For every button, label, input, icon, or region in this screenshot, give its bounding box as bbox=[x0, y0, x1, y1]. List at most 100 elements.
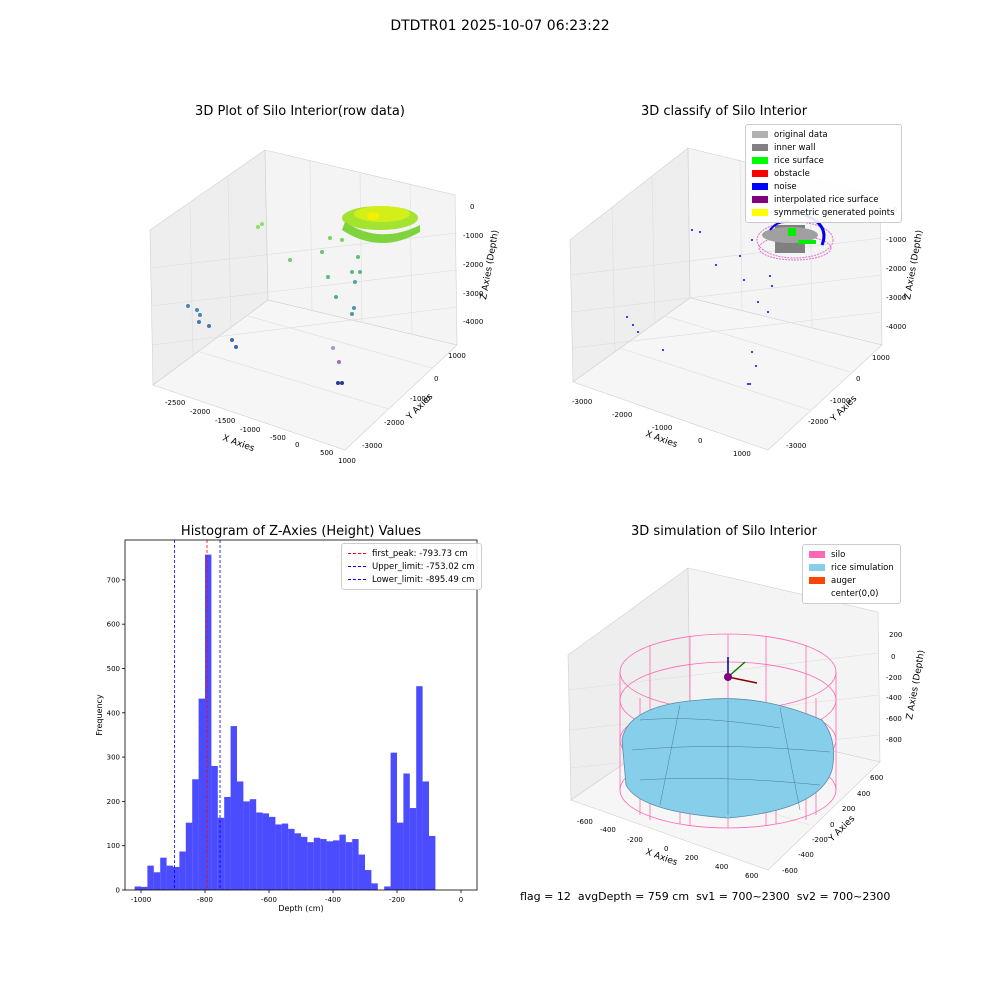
panel1-x-ticks: -2500 -2000 -1500 -1000 -500 0 500 1000 bbox=[165, 399, 356, 465]
panel4-title: 3D simulation of Silo Interior bbox=[631, 524, 817, 539]
histogram-bar bbox=[333, 840, 340, 890]
histogram-bar bbox=[192, 779, 199, 890]
y-tick-label: 700 bbox=[107, 576, 120, 584]
histogram-bar bbox=[230, 726, 237, 890]
p4-ytick: 200 bbox=[842, 805, 855, 813]
histogram-xlabel: Depth (cm) bbox=[278, 904, 323, 913]
y-tick-label: 200 bbox=[107, 798, 120, 806]
histogram-bar bbox=[141, 886, 148, 890]
y-tick-label: 0 bbox=[116, 887, 120, 895]
histogram-bar bbox=[217, 817, 225, 890]
histogram-bar bbox=[211, 765, 218, 890]
y-tick-label: 500 bbox=[107, 665, 120, 673]
p1-xtick: -2500 bbox=[165, 399, 185, 407]
histogram-bar bbox=[281, 823, 289, 890]
histogram-bar bbox=[307, 842, 314, 890]
histogram-bar bbox=[237, 781, 244, 890]
p1-ztick: -1000 bbox=[463, 232, 483, 240]
panel1-y-ticks: 1000 0 -1000 -2000 -3000 bbox=[362, 352, 466, 450]
histogram-bar bbox=[429, 835, 436, 890]
p4-ztick: 0 bbox=[891, 653, 895, 661]
p4-ztick: -400 bbox=[886, 694, 902, 702]
p2-ztick: -2000 bbox=[886, 265, 906, 273]
x-tick-label: -800 bbox=[197, 896, 213, 904]
p4-zlabel: Z Axies (Depth) bbox=[905, 649, 927, 720]
histogram-bars bbox=[134, 554, 436, 890]
p2-xtick: -3000 bbox=[572, 398, 592, 406]
auger-and-center bbox=[724, 657, 758, 684]
p1-xtick: -1500 bbox=[215, 417, 235, 425]
legend-line bbox=[348, 553, 366, 554]
histogram-bar bbox=[173, 866, 180, 890]
histogram-bar bbox=[365, 870, 372, 890]
p4-ztick: -200 bbox=[886, 674, 902, 682]
legend-swatch bbox=[809, 564, 825, 571]
p1-xtick: -500 bbox=[270, 434, 286, 442]
histogram-bar bbox=[262, 813, 269, 890]
flag-value: flag = 12 bbox=[520, 890, 571, 903]
p1-xtick: 500 bbox=[320, 449, 333, 457]
p4-ytick: -200 bbox=[812, 836, 828, 844]
p4-xtick: -600 bbox=[577, 818, 593, 826]
p4-ytick: 400 bbox=[857, 790, 870, 798]
legend-swatch bbox=[752, 196, 768, 203]
p4-ytick: -600 bbox=[782, 867, 798, 875]
panel2-title: 3D classify of Silo Interior bbox=[640, 104, 808, 119]
histogram-bar bbox=[147, 865, 154, 890]
legend-swatch bbox=[809, 577, 825, 584]
x-tick-label: 0 bbox=[459, 896, 463, 904]
histogram-bar bbox=[397, 822, 404, 890]
histogram-bar bbox=[256, 812, 263, 890]
y-tick-label: 400 bbox=[107, 709, 120, 717]
legend-entry: rice surface bbox=[752, 154, 895, 167]
x-tick-label: -400 bbox=[325, 896, 341, 904]
p4-ztick: -800 bbox=[886, 736, 902, 744]
legend-swatch bbox=[752, 170, 768, 177]
legend-entry: Lower_limit: -895.49 cm bbox=[348, 573, 475, 586]
x-tick-label: -600 bbox=[261, 896, 277, 904]
histogram-bar bbox=[320, 839, 327, 890]
p4-xlabel: X Axies bbox=[644, 847, 679, 868]
status-footer: flag = 12 avgDepth = 759 cm sv1 = 700~23… bbox=[520, 890, 890, 903]
histogram-bar bbox=[185, 822, 193, 890]
histogram-axes-frame bbox=[124, 539, 478, 891]
histogram-bar bbox=[275, 824, 282, 890]
histogram-bar bbox=[160, 857, 167, 890]
x-tick-label: -200 bbox=[389, 896, 405, 904]
legend-swatch bbox=[752, 209, 768, 216]
p1-xtick: 0 bbox=[295, 441, 299, 449]
p2-xtick: 0 bbox=[698, 437, 702, 445]
p4-xtick: -200 bbox=[627, 836, 643, 844]
legend-entry: obstacle bbox=[752, 167, 895, 180]
legend-line bbox=[348, 579, 366, 580]
y-tick-label: 100 bbox=[107, 842, 120, 850]
legend-entry: original data bbox=[752, 128, 895, 141]
histogram-bar bbox=[352, 839, 359, 890]
histogram-bar bbox=[166, 865, 173, 890]
histogram-bar bbox=[179, 851, 186, 890]
panel4-legend: silo rice simulation auger center(0,0) bbox=[802, 544, 901, 604]
rice-simulation-surface bbox=[621, 698, 835, 819]
panel1-raw-points bbox=[186, 206, 420, 385]
p2-xtick: -2000 bbox=[612, 411, 632, 419]
p1-ztick: 0 bbox=[470, 203, 474, 211]
legend-entry: center(0,0) bbox=[809, 587, 894, 600]
x-tick-label: -1000 bbox=[131, 896, 151, 904]
histogram-legend: first_peak: -793.73 cm Upper_limit: -753… bbox=[341, 543, 482, 590]
p2-xtick: -1000 bbox=[652, 424, 672, 432]
p4-ztick: -600 bbox=[886, 715, 902, 723]
legend-entry: rice simulation bbox=[809, 561, 894, 574]
legend-line bbox=[348, 566, 366, 567]
legend-entry: noise bbox=[752, 180, 895, 193]
legend-entry: symmetric generated points bbox=[752, 206, 895, 219]
histogram-bar bbox=[409, 808, 417, 890]
histogram-bar bbox=[422, 781, 429, 890]
p4-ylabel: Y Axies bbox=[826, 814, 857, 845]
p4-ztick: 200 bbox=[889, 631, 902, 639]
legend-swatch bbox=[752, 183, 768, 190]
legend-swatch bbox=[809, 590, 825, 597]
histogram-bar bbox=[345, 842, 353, 890]
